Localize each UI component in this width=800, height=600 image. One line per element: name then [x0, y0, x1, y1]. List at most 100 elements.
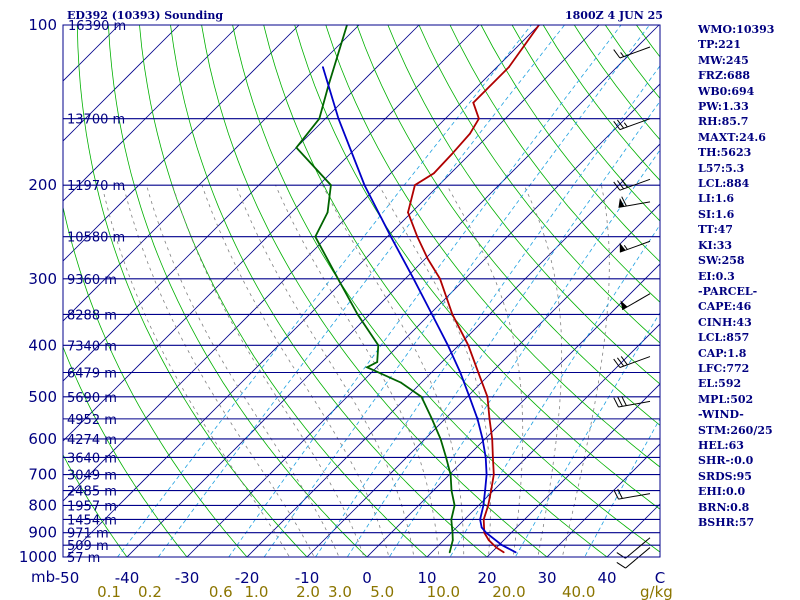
wind-barb-flag — [619, 242, 626, 253]
temperature-point — [472, 101, 475, 104]
mixing-ratio-line — [388, 149, 660, 557]
wind-barb-full — [620, 356, 628, 366]
mixing-ratio-line — [263, 25, 650, 557]
isotherm-line — [0, 25, 59, 568]
mixing-ratio-line — [514, 312, 660, 557]
dewpoint-point — [451, 539, 454, 542]
sounding-time: 1800Z 4 JUN 25 — [565, 9, 663, 22]
mixing-ratio-label: 3.0 — [328, 583, 352, 600]
mixing-ratio-label: 0.1 — [97, 583, 121, 600]
dewpoint-point — [431, 418, 433, 420]
temperature-tick-label: 30 — [537, 569, 556, 587]
stat-line: TT:47 — [698, 223, 733, 237]
parcel-point — [447, 344, 449, 347]
dewpoint-point — [377, 344, 380, 347]
isotherm-line — [63, 25, 240, 202]
stat-line: EI:0.3 — [698, 269, 735, 283]
temperature-point — [502, 551, 505, 554]
wind-barb-full — [613, 49, 621, 59]
mixing-ratio-label: 1.0 — [245, 583, 269, 600]
wind-barb-shaft — [618, 493, 651, 500]
dewpoint-point — [400, 381, 402, 384]
height-label: 11970 m — [67, 179, 125, 194]
height-label: 4952 m — [67, 413, 117, 428]
moist-adiabat-line — [172, 184, 365, 557]
isotherm-line — [126, 25, 660, 557]
temperature-point — [426, 257, 429, 260]
pressure-tick-label: 300 — [28, 270, 57, 288]
dewpoint-point — [420, 396, 423, 398]
wind-barb-full — [617, 488, 623, 499]
isotherm-line — [426, 323, 660, 557]
moist-adiabat-line — [378, 184, 491, 557]
height-label: 8288 m — [67, 308, 117, 323]
stat-line: WMO:10393 — [698, 23, 775, 36]
pressure-tick-label: 800 — [28, 496, 57, 514]
stat-line: SHR-:0.0 — [698, 454, 754, 468]
isotherm-line — [186, 83, 660, 557]
isotherm-line — [63, 25, 420, 382]
wind-barb-half — [623, 245, 628, 250]
dewpoint-point — [449, 473, 452, 476]
temperature-point — [491, 438, 494, 440]
isotherm-line — [63, 25, 300, 262]
parcel-point — [476, 418, 479, 420]
mixing-ratio-unit-label: g/kg — [640, 583, 673, 600]
dewpoint-point — [356, 313, 359, 316]
stat-line: TH:5623 — [698, 146, 752, 160]
parcel-point — [485, 473, 488, 476]
wind-barb — [613, 396, 651, 408]
parcel-point — [363, 184, 366, 187]
pressure-tick-label: 400 — [28, 336, 57, 354]
parcel-point — [459, 371, 462, 374]
wind-barb-full — [617, 357, 625, 367]
dry-adiabat-line — [201, 25, 548, 557]
stat-line: LCL:857 — [698, 331, 750, 345]
parcel-point — [480, 526, 483, 529]
wind-barb-shaft — [619, 178, 651, 191]
mixing-ratio-label: 10.0 — [427, 583, 460, 600]
height-label: 16390 m — [68, 19, 126, 34]
temperature-tick-label: -30 — [175, 569, 200, 587]
dry-adiabat-line — [325, 25, 660, 468]
dewpoint-point — [445, 456, 447, 459]
dry-adiabat-line — [139, 25, 428, 557]
wind-barb — [620, 293, 651, 311]
pressure-tick-label: 1000 — [19, 548, 57, 566]
pressure-tick-label: 600 — [28, 430, 57, 448]
wind-barb-flag — [618, 198, 625, 208]
stat-line: SRDS:95 — [698, 469, 752, 483]
dewpoint-point — [453, 504, 456, 507]
dry-adiabat-line — [449, 25, 660, 303]
dewpoint-point — [376, 361, 379, 363]
stat-line: EL:592 — [698, 377, 742, 391]
parcel-point — [484, 489, 486, 492]
pressure-tick-label: 500 — [28, 388, 57, 406]
height-label: 57 m — [67, 551, 100, 566]
mixing-ratio-label: 2.0 — [296, 583, 320, 600]
isotherm-line — [66, 25, 600, 557]
wind-barb-full — [621, 196, 627, 207]
isotherm-line — [63, 25, 180, 142]
height-label: 1454 m — [67, 513, 117, 528]
wind-barb-flag — [620, 300, 628, 310]
mixing-ratio-line — [117, 25, 532, 557]
stat-line: BRN:0.8 — [698, 500, 750, 514]
wind-barb — [613, 488, 651, 500]
parcel-point — [485, 531, 487, 534]
dry-adiabat-line — [294, 25, 660, 510]
stat-line: LFC:772 — [698, 361, 750, 375]
pressure-tick-label: 200 — [28, 176, 57, 194]
stat-line: HEL:63 — [698, 438, 744, 452]
stat-line: -PARCEL- — [698, 284, 758, 298]
stat-line: EHI:0.0 — [698, 485, 746, 499]
wind-barb-full — [613, 489, 619, 500]
dry-adiabat-line — [387, 25, 660, 385]
pressure-tick-label: 100 — [28, 16, 57, 34]
dry-adiabat-line — [170, 25, 488, 557]
dry-adiabat-line — [418, 25, 660, 344]
parcel-point — [481, 438, 484, 440]
parcel-point — [412, 277, 415, 280]
stat-line: TP:221 — [698, 38, 742, 52]
